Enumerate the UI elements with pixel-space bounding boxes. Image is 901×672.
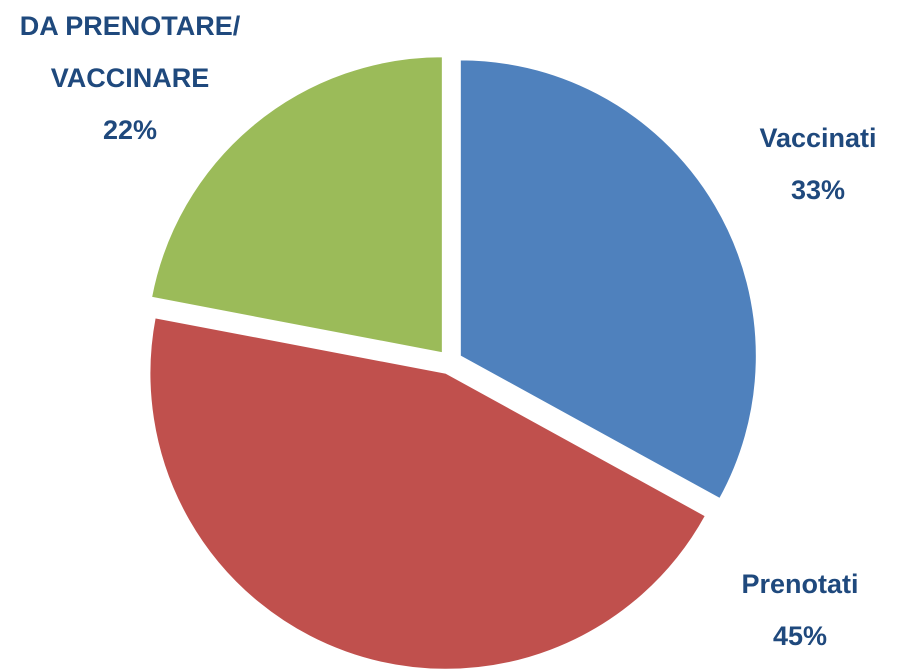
percent-label: 22% (102, 115, 158, 145)
percent-label: 45% (772, 621, 828, 651)
percent-label: 33% (790, 175, 846, 205)
pie-slice (149, 317, 707, 670)
pie-slice (459, 59, 757, 500)
pie-slice (151, 56, 443, 354)
category-label: Prenotati (741, 569, 859, 599)
category-label: DA PRENOTARE/ VACCINARE (19, 11, 241, 93)
data-label: Vaccinati 33% (728, 112, 901, 216)
data-label: Prenotati 45% (710, 558, 890, 662)
category-label: Vaccinati (759, 123, 877, 153)
data-label: DA PRENOTARE/ VACCINARE 22% (10, 0, 250, 156)
